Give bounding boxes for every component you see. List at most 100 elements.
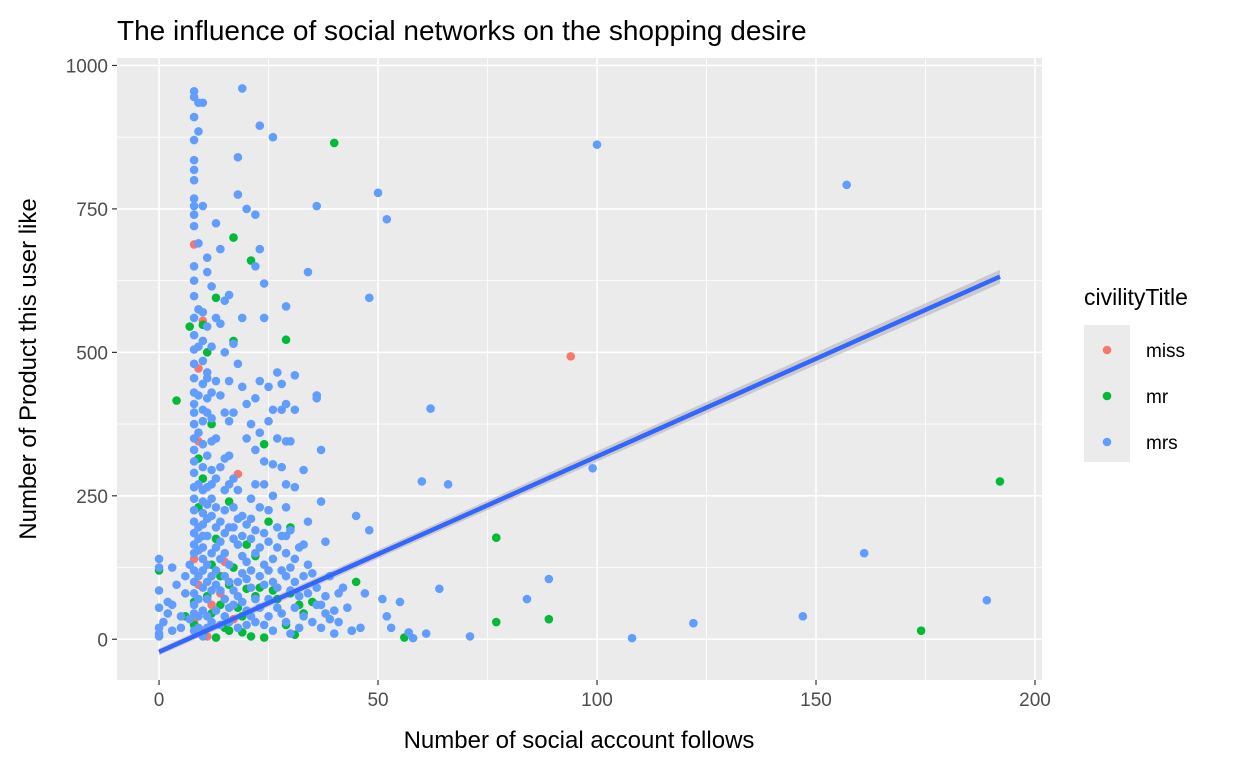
point-mrs: [198, 201, 208, 211]
point-mrs: [194, 428, 203, 437]
point-mr: [281, 335, 291, 345]
point-mrs: [211, 502, 221, 512]
point-mrs: [268, 626, 278, 635]
point-mrs: [303, 589, 313, 598]
point-mrs: [417, 477, 427, 486]
point-mrs: [194, 623, 203, 633]
point-mrs: [259, 480, 269, 489]
point-miss: [566, 352, 576, 361]
point-mrs: [163, 609, 173, 618]
x-tick-label: 50: [367, 690, 388, 711]
point-mrs: [255, 244, 265, 254]
point-mrs: [154, 554, 164, 564]
point-mrs: [255, 121, 265, 131]
point-mrs: [229, 502, 238, 512]
point-mrs: [334, 617, 343, 627]
point-mrs: [198, 543, 208, 552]
point-mrs: [216, 391, 225, 400]
point-mrs: [259, 457, 269, 466]
point-mrs: [237, 313, 247, 323]
point-mrs: [242, 574, 251, 584]
point-mrs: [364, 293, 374, 303]
point-mrs: [321, 537, 330, 547]
point-mrs: [216, 462, 225, 472]
point-mrs: [207, 282, 216, 291]
point-mrs: [246, 514, 256, 524]
point-mrs: [364, 525, 374, 535]
point-mrs: [312, 393, 322, 403]
point-mrs: [242, 620, 251, 630]
point-mrs: [189, 468, 199, 478]
point-mrs: [286, 436, 295, 446]
point-mrs: [356, 623, 365, 633]
point-mrs: [154, 563, 164, 572]
point-mrs: [395, 597, 405, 607]
point-mrs: [272, 368, 282, 377]
point-mrs: [242, 557, 251, 567]
x-axis-ticks: 0 50 100 150 200: [154, 680, 1051, 711]
y-tick-label: 750: [76, 200, 108, 221]
legend-label-miss: miss: [1146, 341, 1185, 362]
point-mrs: [229, 339, 238, 349]
legend: civilityTitle miss mr mrs: [1084, 284, 1188, 462]
point-mrs: [189, 445, 199, 455]
point-mrs: [272, 434, 282, 443]
point-mrs: [216, 586, 225, 595]
point-mr: [351, 577, 361, 587]
point-mrs: [202, 531, 212, 541]
point-mrs: [321, 591, 330, 601]
point-mrs: [211, 218, 221, 228]
point-mrs: [202, 267, 212, 277]
legend-title: civilityTitle: [1084, 284, 1188, 310]
point-mrs: [189, 112, 199, 122]
x-tick-label: 100: [581, 690, 613, 711]
point-mr: [916, 626, 926, 635]
point-mrs: [176, 623, 186, 633]
point-mrs: [299, 571, 308, 581]
legend-key-mrs: [1102, 437, 1112, 447]
point-mr: [329, 138, 339, 148]
point-mrs: [286, 525, 295, 535]
point-mrs: [982, 595, 992, 605]
point-mr: [995, 477, 1005, 486]
point-mrs: [264, 612, 273, 621]
point-mrs: [268, 491, 278, 501]
plot-panel: [117, 58, 1042, 680]
point-mrs: [343, 603, 352, 613]
point-mrs: [242, 204, 251, 214]
point-mrs: [167, 563, 177, 572]
point-mrs: [229, 600, 238, 610]
point-mrs: [224, 577, 234, 587]
point-mrs: [194, 391, 203, 400]
point-mr: [544, 614, 554, 624]
point-mrs: [189, 194, 199, 203]
point-mrs: [272, 543, 282, 552]
point-mrs: [255, 428, 265, 437]
point-mrs: [281, 502, 291, 512]
point-mrs: [255, 571, 265, 581]
point-mrs: [154, 603, 164, 613]
point-mrs: [198, 416, 208, 426]
point-mrs: [859, 548, 869, 558]
point-mrs: [294, 623, 304, 633]
point-mrs: [189, 155, 199, 165]
point-mrs: [316, 497, 326, 506]
point-mrs: [202, 373, 212, 383]
point-mrs: [167, 626, 177, 635]
point-mrs: [176, 612, 186, 621]
point-mrs: [224, 376, 234, 386]
point-mr: [491, 533, 501, 542]
point-mrs: [181, 571, 190, 581]
x-tick-label: 0: [154, 690, 165, 711]
point-mrs: [220, 408, 230, 417]
point-mrs: [207, 511, 216, 521]
point-mrs: [189, 135, 199, 145]
point-mrs: [220, 505, 230, 515]
point-mrs: [268, 554, 278, 564]
point-mrs: [251, 617, 260, 627]
x-tick-label: 150: [800, 690, 832, 711]
point-mrs: [189, 175, 199, 185]
point-mrs: [316, 445, 326, 455]
point-mrs: [308, 568, 317, 578]
point-mrs: [259, 528, 269, 538]
